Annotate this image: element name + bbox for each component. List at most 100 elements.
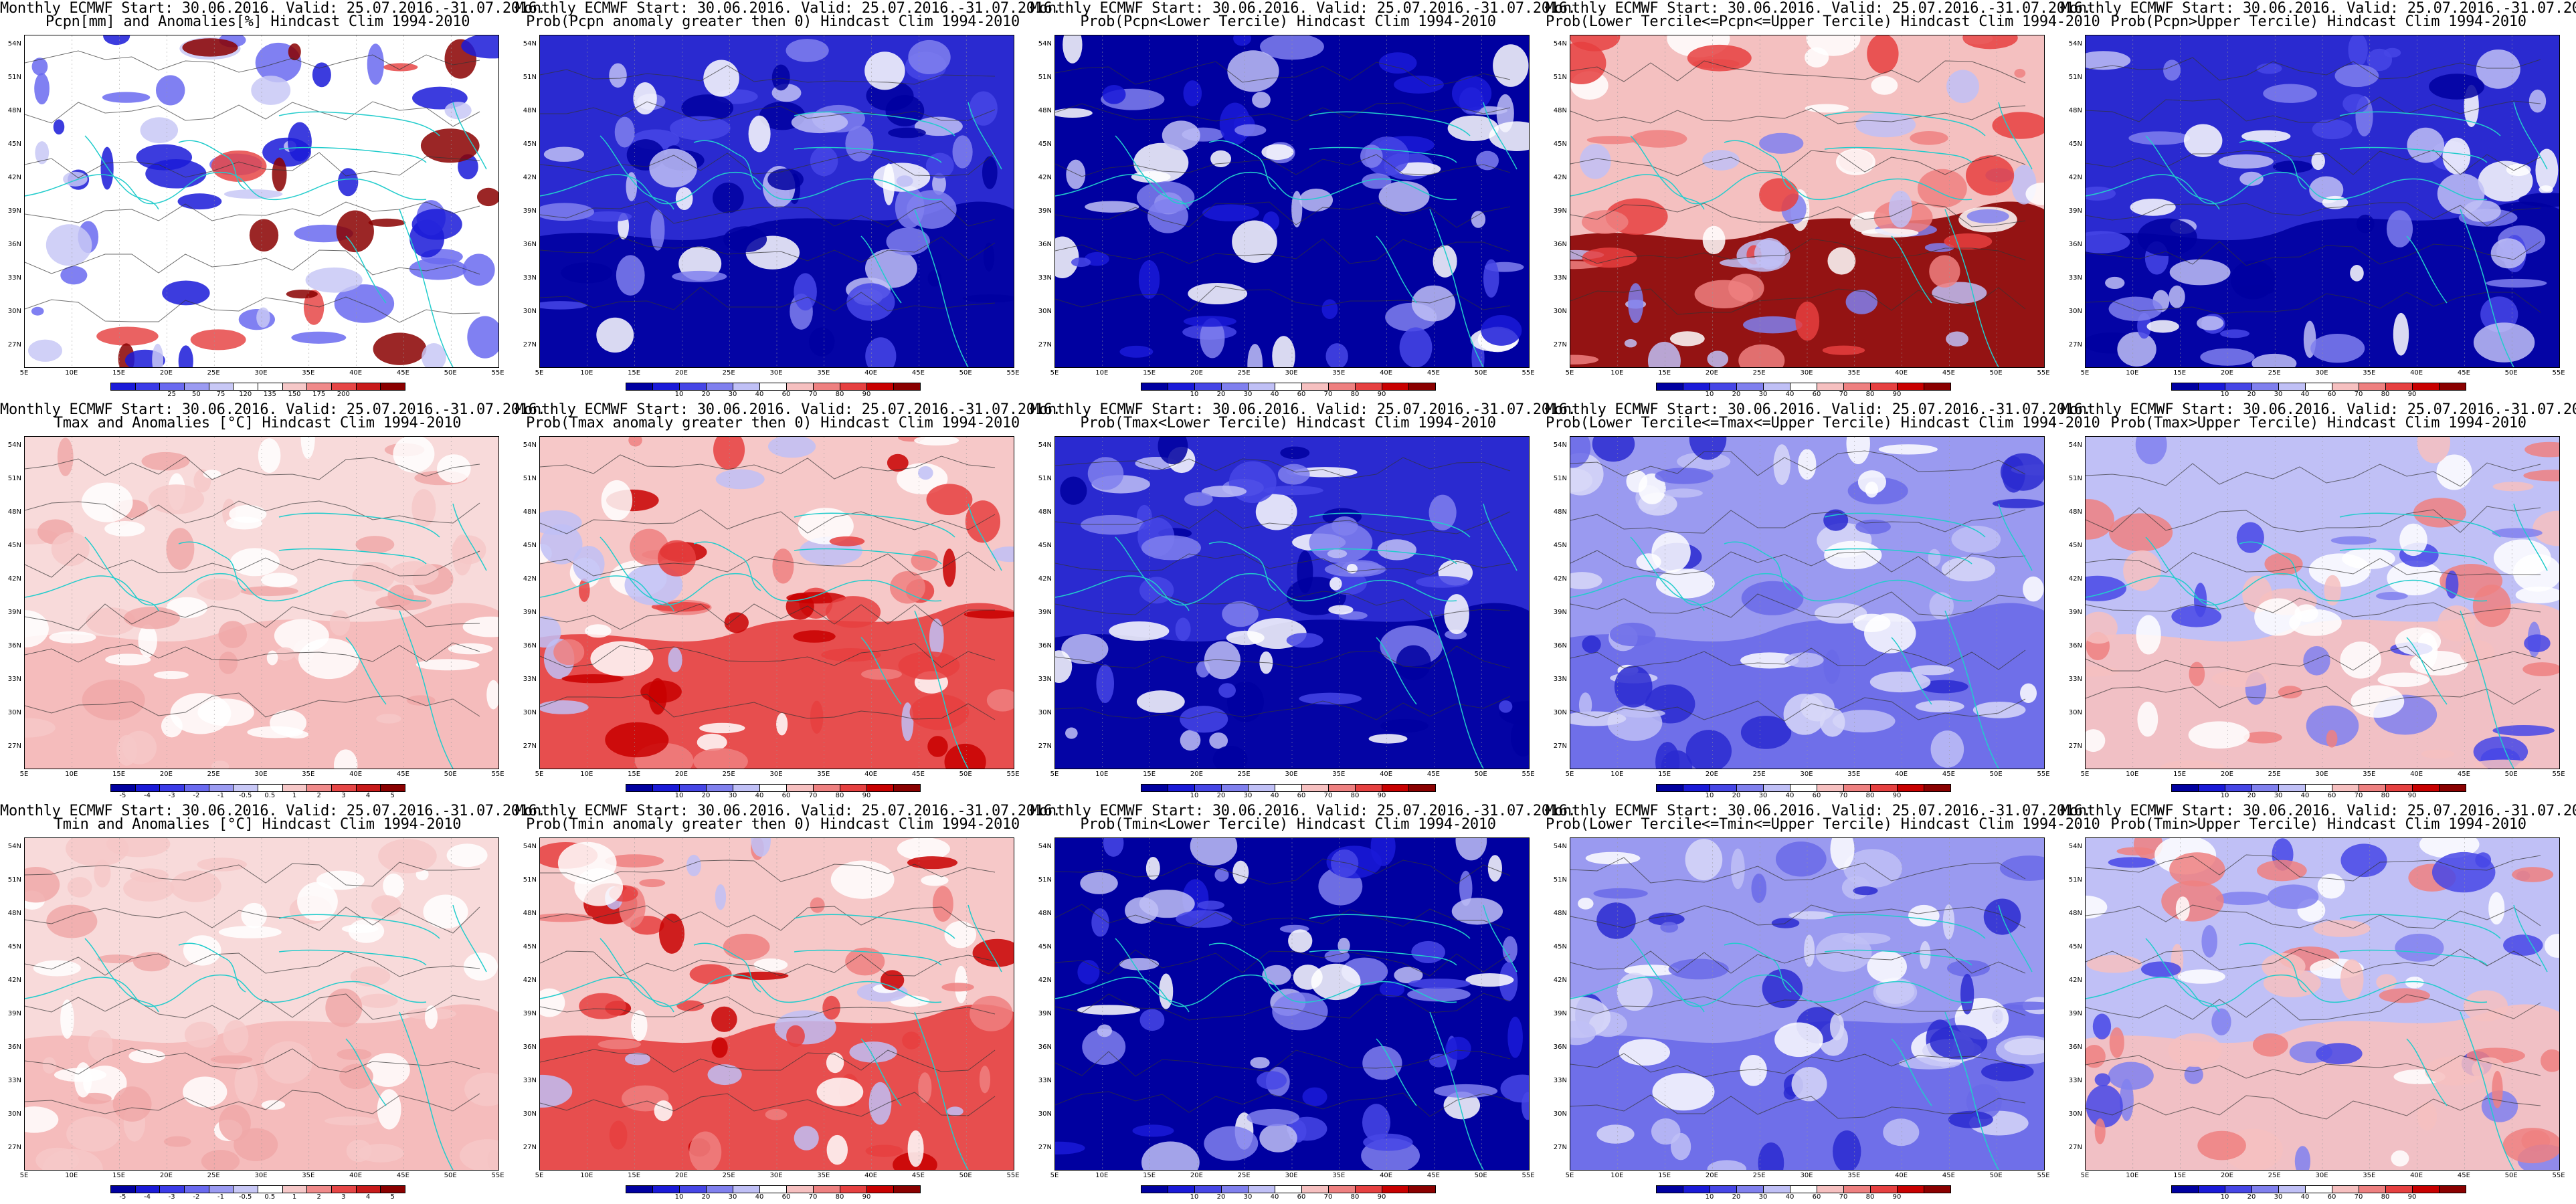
field-patch bbox=[2460, 639, 2495, 666]
colorbar-swatch bbox=[2385, 1185, 2413, 1193]
longitude-label: 40E bbox=[2410, 1172, 2423, 1179]
field-patch bbox=[1689, 437, 1727, 460]
colorbar-swatch bbox=[706, 1185, 733, 1193]
field-patch bbox=[2163, 60, 2181, 81]
longitude-label: 15E bbox=[1143, 369, 1156, 377]
longitude-label: 55E bbox=[1522, 369, 1535, 377]
field-patch bbox=[2256, 63, 2282, 74]
colorbar-swatch bbox=[233, 784, 258, 792]
coastline bbox=[794, 111, 955, 136]
field-patch bbox=[1823, 649, 1841, 684]
latitude-label: 48N bbox=[1553, 107, 1567, 114]
longitude-label: 15E bbox=[1658, 369, 1671, 377]
latitude-label: 42N bbox=[1553, 977, 1567, 984]
colorbar-swatch bbox=[2412, 1185, 2440, 1193]
latitude-label: 36N bbox=[1553, 241, 1567, 248]
latitude-label: 33N bbox=[1553, 274, 1567, 282]
field-patch bbox=[1394, 967, 1423, 984]
field-patch bbox=[424, 1005, 438, 1029]
colorbar-tick-label: -0.5 bbox=[238, 792, 252, 799]
map-panel: Monthly ECMWF Start: 30.06.2016. Valid: … bbox=[1030, 401, 1576, 803]
field-patch bbox=[579, 578, 590, 602]
field-patch bbox=[1309, 522, 1373, 563]
longitude-label: 35E bbox=[817, 1172, 830, 1179]
contour-line bbox=[1570, 238, 2026, 264]
coastline bbox=[25, 974, 427, 1007]
field-patch bbox=[2417, 1102, 2437, 1131]
colorbar-swatch bbox=[134, 784, 161, 792]
latitude-label: 30N bbox=[7, 308, 21, 315]
colorbar-swatch bbox=[706, 383, 733, 391]
longitude-label: 50E bbox=[1474, 771, 1487, 778]
colorbar-tick-label: 40 bbox=[755, 391, 764, 398]
field-patch bbox=[96, 326, 159, 346]
field-patch bbox=[2522, 662, 2559, 676]
colorbar bbox=[595, 1184, 950, 1195]
panel-title-variable: Prob(Tmin anomaly greater then 0) Hindca… bbox=[526, 816, 1020, 833]
field-patch bbox=[2004, 1038, 2044, 1056]
field-patch bbox=[2243, 731, 2282, 744]
colorbar-swatch bbox=[2198, 784, 2225, 792]
field-patch bbox=[60, 999, 74, 1039]
field-patch bbox=[952, 135, 973, 169]
coastline bbox=[860, 637, 902, 705]
longitude-label: 45E bbox=[2457, 369, 2470, 377]
forecast-map bbox=[2085, 436, 2560, 769]
field-patch bbox=[2254, 598, 2302, 636]
field-patch bbox=[2197, 316, 2224, 330]
field-patch bbox=[1209, 732, 1228, 749]
colorbar-swatch bbox=[1656, 383, 1683, 391]
colorbar-tick-label: -0.5 bbox=[238, 1193, 252, 1201]
field-patch bbox=[751, 838, 771, 857]
longitude-label: 25E bbox=[2268, 771, 2281, 778]
field-patch bbox=[2023, 576, 2044, 602]
panel-title-run: Monthly ECMWF Start: 30.06.2016. Valid: … bbox=[1030, 0, 1576, 17]
field-patch bbox=[102, 92, 151, 103]
field-patch bbox=[794, 273, 817, 311]
contour-line bbox=[2086, 149, 2541, 175]
colorbar-tick-label: 20 bbox=[2247, 391, 2256, 398]
latitude-label: 27N bbox=[1038, 341, 1052, 348]
field-patch bbox=[640, 680, 682, 703]
coastline bbox=[600, 536, 674, 611]
field-patch bbox=[979, 1066, 991, 1094]
colorbar-swatch bbox=[2198, 1185, 2225, 1193]
field-patch bbox=[1455, 838, 1487, 861]
contour-line bbox=[25, 500, 480, 524]
colorbar-swatch bbox=[652, 1185, 680, 1193]
colorbar-tick-label: 90 bbox=[862, 391, 871, 398]
field-patch bbox=[2348, 35, 2368, 67]
contour-line bbox=[540, 65, 996, 85]
field-patch bbox=[376, 714, 401, 724]
contour-line bbox=[1570, 1053, 2026, 1078]
longitude-label: 25E bbox=[722, 771, 735, 778]
longitude-label: 10E bbox=[580, 369, 593, 377]
field-patch bbox=[1233, 35, 1251, 46]
longitude-label: 55E bbox=[1006, 369, 1020, 377]
longitude-label: 5E bbox=[535, 1172, 544, 1179]
latitude-label: 36N bbox=[1038, 642, 1052, 649]
contour-line bbox=[540, 454, 996, 480]
forecast-map bbox=[539, 35, 1014, 368]
field-patch bbox=[2220, 329, 2249, 338]
field-patch bbox=[991, 546, 1014, 563]
colorbar-tick-label: 80 bbox=[1865, 391, 1875, 398]
latitude-label: 51N bbox=[2068, 475, 2082, 482]
longitude-label: 15E bbox=[1143, 1172, 1156, 1179]
contour-line bbox=[540, 950, 996, 977]
field-patch bbox=[2356, 214, 2375, 233]
contour-line bbox=[1570, 150, 2026, 177]
colorbar-swatch bbox=[2385, 784, 2413, 792]
coastline bbox=[1824, 949, 1972, 966]
colorbar-swatch bbox=[1221, 1185, 1249, 1193]
longitude-label: 20E bbox=[2220, 771, 2233, 778]
forecast-map bbox=[1570, 436, 2045, 769]
field-patch bbox=[668, 647, 682, 672]
contour-line bbox=[2086, 57, 2541, 81]
field-patch bbox=[1992, 498, 2044, 508]
colorbar-swatch bbox=[2278, 1185, 2306, 1193]
longitude-label: 15E bbox=[112, 771, 126, 778]
coastline bbox=[2460, 610, 2514, 769]
contour-line bbox=[2086, 686, 2541, 708]
field-patch bbox=[229, 504, 267, 524]
